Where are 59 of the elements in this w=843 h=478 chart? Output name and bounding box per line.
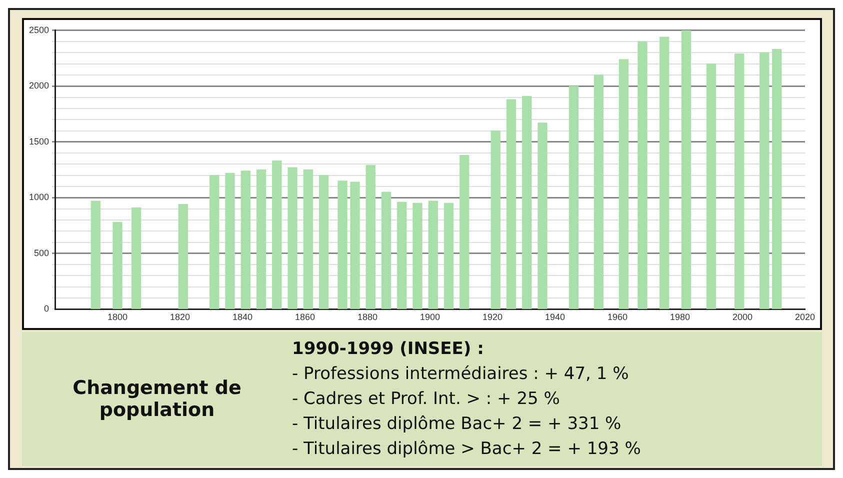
bar xyxy=(618,59,629,310)
bar xyxy=(303,169,313,310)
bar xyxy=(412,202,422,310)
bar xyxy=(460,154,470,310)
bar xyxy=(490,130,500,310)
x-tick-label: 1920 xyxy=(482,312,503,322)
bar xyxy=(272,160,282,310)
bar xyxy=(90,200,100,310)
bar xyxy=(210,175,220,310)
x-tick-label: 2020 xyxy=(794,312,816,322)
bar xyxy=(338,180,348,310)
y-tick-label: 1000 xyxy=(28,192,50,202)
x-tick-label: 1860 xyxy=(294,312,316,322)
x-tick-label: 1880 xyxy=(357,312,378,322)
bar xyxy=(444,202,454,310)
bar xyxy=(112,222,122,310)
bar xyxy=(397,202,407,310)
bar xyxy=(660,36,670,310)
bar xyxy=(350,182,360,310)
y-tick-label: 2500 xyxy=(28,24,50,35)
bar xyxy=(506,99,516,310)
bar xyxy=(288,167,298,310)
bar xyxy=(240,170,250,310)
x-tick-label: 1800 xyxy=(108,312,128,322)
x-tick-label: 1840 xyxy=(232,312,253,322)
bar xyxy=(256,169,266,310)
y-tick-label: 0 xyxy=(44,304,50,314)
bar xyxy=(760,52,770,310)
y-tick-label: 1500 xyxy=(28,136,50,146)
bar xyxy=(681,30,692,310)
x-tick-label: 2000 xyxy=(732,312,753,322)
text: - Titulaires diplôme Bac+ 2 = + 331 % xyxy=(292,412,622,436)
bar xyxy=(428,200,438,310)
y-tick-label: 500 xyxy=(34,248,50,258)
text: Changement de population xyxy=(72,377,242,421)
x-tick-label: 1900 xyxy=(420,312,440,322)
bar xyxy=(568,86,579,310)
bar xyxy=(366,165,376,310)
bar xyxy=(706,64,716,310)
x-tick-label: 1940 xyxy=(544,312,566,322)
x-tick-label: 1960 xyxy=(607,312,628,322)
bar xyxy=(381,192,392,310)
bar xyxy=(538,122,548,310)
bar xyxy=(638,41,648,310)
text: - Titulaires diplôme > Bac+ 2 = + 193 % xyxy=(292,438,641,460)
bar xyxy=(318,175,329,310)
x-tick-label: 1820 xyxy=(170,312,190,322)
y-tick-label: 2000 xyxy=(28,80,50,91)
bar xyxy=(131,207,142,310)
bar xyxy=(594,74,604,310)
x-tick-label: 1980 xyxy=(670,312,690,322)
bar xyxy=(522,96,532,310)
text: - Professions intermédiaires : + 47, 1 % xyxy=(292,362,630,386)
text: 1990-1999 (INSEE) : xyxy=(292,338,485,360)
text: - Cadres et Prof. Int. > : + 25 % xyxy=(292,388,561,410)
bar xyxy=(178,204,188,310)
bar xyxy=(225,172,235,310)
bar xyxy=(734,53,744,310)
bar xyxy=(772,49,782,310)
